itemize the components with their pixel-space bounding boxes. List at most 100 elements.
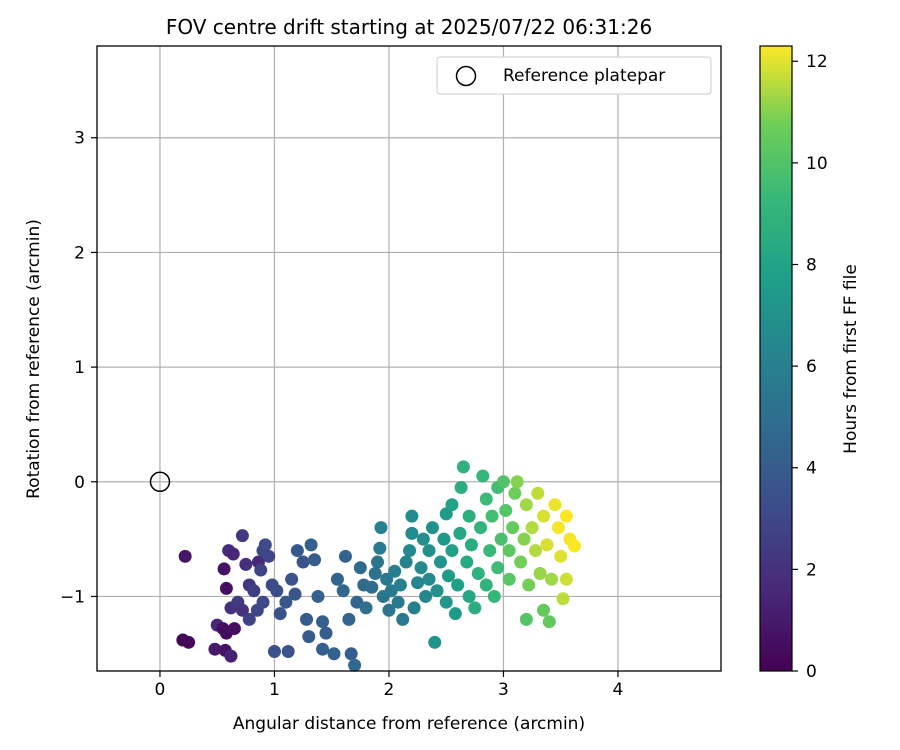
legend-label-reference: Reference platepar (503, 66, 665, 86)
scatter-point (407, 601, 421, 615)
colorbar-tick-label: 10 (806, 154, 828, 174)
scatter-point (382, 603, 396, 617)
scatter-point (256, 595, 270, 609)
scatter-point (405, 526, 419, 540)
scatter-point (502, 572, 516, 586)
scatter-point (453, 526, 467, 540)
colorbar-tick-label: 8 (806, 255, 817, 275)
chart-title: FOV centre drift starting at 2025/07/22 … (166, 15, 652, 39)
scatter-point (319, 626, 333, 640)
scatter-point (285, 572, 299, 586)
scatter-point (451, 578, 465, 592)
scatter-point (559, 509, 573, 523)
scatter-point (567, 539, 581, 553)
scatter-point (336, 584, 350, 598)
scatter-point (519, 498, 533, 512)
scatter-point (476, 469, 490, 483)
scatter-point (368, 567, 382, 581)
colorbar-tick-label: 0 (806, 662, 817, 682)
scatter-point (182, 635, 196, 649)
scatter-point (258, 538, 272, 552)
x-tick-label: 4 (613, 680, 624, 700)
x-axis-label: Angular distance from reference (arcmin) (233, 714, 585, 734)
scatter-point (348, 658, 362, 672)
scatter-point (208, 642, 222, 656)
scatter-point (487, 589, 501, 603)
scatter-point (556, 592, 570, 606)
scatter-point (300, 612, 314, 626)
scatter-point (456, 460, 470, 474)
scatter-point (428, 635, 442, 649)
colorbar-tick-label: 4 (806, 459, 817, 479)
scatter-point (525, 521, 539, 535)
scatter-point (374, 521, 388, 535)
scatter-points (176, 460, 581, 672)
scatter-point (542, 615, 556, 629)
scatter-point (442, 569, 456, 583)
scatter-point (330, 572, 344, 586)
scatter-point (479, 578, 493, 592)
scatter-point (506, 521, 520, 535)
scatter-point (510, 475, 524, 489)
scatter-point (267, 645, 281, 659)
scatter-point (529, 544, 543, 558)
scatter-point (508, 486, 522, 500)
scatter-point (462, 509, 476, 523)
scatter-point (496, 475, 510, 489)
scatter-point (365, 580, 379, 594)
scatter-point (327, 647, 341, 661)
scatter-point (554, 549, 568, 563)
scatter-point (296, 555, 310, 569)
scatter-point (304, 538, 318, 552)
scatter-point (433, 555, 447, 569)
scatter-point (462, 589, 476, 603)
scatter-point (344, 647, 358, 661)
scatter-point (359, 601, 373, 615)
scatter-point (454, 481, 468, 495)
x-axis-ticks: 0 1 2 3 4 (155, 671, 624, 700)
scatter-point (338, 549, 352, 563)
scatter-point (419, 589, 433, 603)
colorbar-tick-label: 6 (806, 357, 817, 377)
scatter-point (353, 561, 367, 575)
colorbar (759, 45, 793, 672)
scatter-point (471, 567, 485, 581)
scatter-point (499, 503, 513, 517)
scatter-point (425, 521, 439, 535)
scatter-point (422, 572, 436, 586)
scatter-point (399, 555, 413, 569)
scatter-point (491, 561, 505, 575)
scatter-point (217, 562, 231, 576)
y-tick-label: −1 (60, 587, 85, 607)
scatter-point (514, 555, 528, 569)
legend-box (436, 56, 712, 95)
scatter-point (262, 549, 276, 563)
scatter-point (279, 595, 293, 609)
scatter-point (388, 564, 402, 578)
scatter-point (235, 603, 249, 617)
plot-frame (96, 45, 722, 672)
scatter-point (247, 584, 261, 598)
legend-marker-reference (455, 65, 477, 87)
y-tick-label: 2 (74, 243, 85, 263)
scatter-point (483, 544, 497, 558)
scatter-point (474, 521, 488, 535)
scatter-point (316, 615, 330, 629)
scatter-point (380, 572, 394, 586)
scatter-point (494, 532, 508, 546)
grid (97, 46, 721, 671)
reference-marker-layer (149, 471, 171, 493)
scatter-point (178, 549, 192, 563)
scatter-point (559, 572, 573, 586)
scatter-point (242, 612, 256, 626)
scatter-point (460, 555, 474, 569)
scatter-point (439, 595, 453, 609)
scatter-point (371, 555, 385, 569)
scatter-point (403, 544, 417, 558)
scatter-point (517, 532, 531, 546)
scatter-point (219, 581, 233, 595)
scatter-point (485, 509, 499, 523)
y-axis-ticks: −1 0 1 2 3 (60, 129, 97, 607)
scatter-point (414, 561, 428, 575)
